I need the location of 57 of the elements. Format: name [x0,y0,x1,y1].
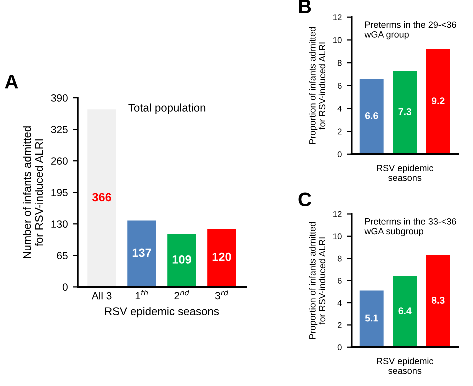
y-tick-label: 12 [334,211,342,218]
text: B [299,0,312,14]
y-tick-label: 325 [51,126,68,134]
x-tick-label: 2$^{nd}$ [174,290,190,300]
y-tick-label: 390 [51,94,68,102]
data-label: 6.4 [398,308,412,314]
text: Preterms in the 33-<36 wGA subgroup [364,218,456,236]
x-tick-label: 1$^{th}$ [136,290,148,300]
bar [426,49,450,154]
y-tick-label: 10 [334,234,342,240]
bar [360,290,384,348]
bar [360,79,384,154]
y-axis-title: Proportion of infants admitted for RSV-induced ALRI [309,222,326,340]
x-tick-label: All 3 [92,292,112,300]
data-label: 7.3 [398,108,412,116]
y-tick-label: 0 [338,344,342,350]
y-tick-label: 10 [334,37,342,44]
x-tick-label: 3$^{rd}$ [215,290,229,300]
data-label: 9.2 [432,98,445,104]
bar [168,234,196,288]
chart-title: Total population [128,104,206,114]
bar [393,276,418,348]
y-tick-label: 2 [338,322,342,328]
y-axis-title: Proportion of infants admitted for RSV-induced ALRI [309,27,326,144]
text: A [5,75,18,89]
y-tick-label: 65 [57,252,68,260]
x-axis-title: RSV epidemic seasons [377,358,434,374]
y-tick-label: 8 [338,256,342,262]
y-tick-label: 0 [338,152,342,158]
y-tick-label: 4 [338,106,342,112]
y-tick-label: 8 [338,60,342,66]
data-label: 120 [212,252,232,262]
text: Preterms in the 29-<36 wGA group [364,21,456,40]
data-label: 5.1 [365,314,378,322]
bar [88,110,116,288]
y-tick-label: 6 [338,83,342,89]
bar [426,255,450,348]
y-tick-label: 2 [338,128,342,135]
y-tick-label: 195 [52,189,68,196]
x-axis-title: RSV epidemic seasons [377,164,434,182]
y-tick-label: 6 [338,278,342,284]
data-label: 109 [172,256,192,264]
data-label: 137 [132,248,152,258]
x-axis-title: RSV epidemic seasons [105,307,220,318]
bar [393,71,418,154]
y-axis-title: Number of infants admitted for RSV-induced ALRI [23,126,44,258]
y-tick-label: 260 [51,158,68,165]
text: C [298,192,312,207]
y-tick-label: 0 [62,284,68,292]
y-tick-label: 12 [334,14,342,20]
y-tick-label: 130 [52,220,68,228]
bar [128,220,156,288]
y-tick-label: 4 [338,300,342,306]
data-label: 6.6 [365,112,378,120]
bar [208,228,236,288]
data-label: 8.3 [432,297,445,304]
data-label: 366 [92,193,112,202]
